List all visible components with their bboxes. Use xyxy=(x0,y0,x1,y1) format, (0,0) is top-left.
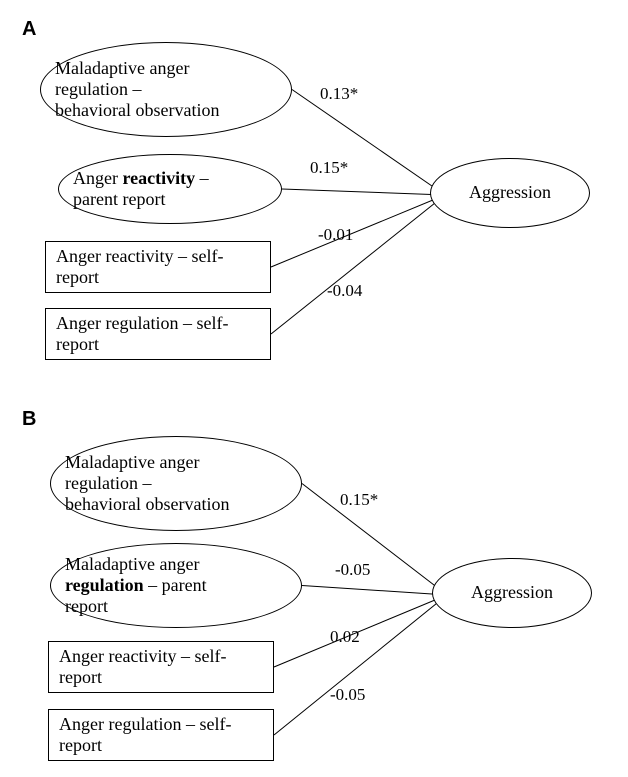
edge-b-n4-to-b-out xyxy=(274,595,447,735)
node-anger-reactivity-self-report: Anger reactivity – self-report xyxy=(48,641,274,693)
node-aggression: Aggression xyxy=(430,158,590,228)
panel-b: B Maladaptive angerregulation –behaviora… xyxy=(0,400,628,777)
edge-a-n1-to-a-out xyxy=(292,90,445,196)
edge-a-n4-to-a-out xyxy=(271,195,445,334)
panel-a: A Maladaptive angerregulation –behaviora… xyxy=(0,0,628,380)
edge-a-n2-to-a-out xyxy=(282,189,445,195)
node-anger-regulation-self-report: Anger regulation – self-report xyxy=(48,709,274,761)
coef-b-n1: 0.15* xyxy=(340,490,378,510)
coef-b-n4: -0.05 xyxy=(330,685,365,705)
node-anger-regulation-self-report: Anger regulation – self-report xyxy=(45,308,271,360)
node-aggression: Aggression xyxy=(432,558,592,628)
coef-b-n2: -0.05 xyxy=(335,560,370,580)
node-maladaptive-anger-regulation-beh-obs: Maladaptive angerregulation –behavioral … xyxy=(50,436,302,531)
panel-b-label: B xyxy=(22,408,36,431)
node-anger-reactivity-self-report: Anger reactivity – self-report xyxy=(45,241,271,293)
node-maladaptive-anger-regulation-parent-report: Maladaptive angerregulation – parentrepo… xyxy=(50,543,302,628)
panel-a-label: A xyxy=(22,18,36,41)
coef-a-n2: 0.15* xyxy=(310,158,348,178)
coef-a-n1: 0.13* xyxy=(320,84,358,104)
coef-a-n3: -0.01 xyxy=(318,225,353,245)
node-anger-reactivity-parent-report: Anger reactivity –parent report xyxy=(58,154,282,224)
edge-b-n2-to-b-out xyxy=(302,586,447,596)
node-maladaptive-anger-regulation-beh-obs: Maladaptive angerregulation –behavioral … xyxy=(40,42,292,137)
edge-a-n3-to-a-out xyxy=(271,195,445,267)
edge-b-n3-to-b-out xyxy=(274,595,447,667)
coef-b-n3: 0.02 xyxy=(330,627,360,647)
coef-a-n4: -0.04 xyxy=(327,281,362,301)
